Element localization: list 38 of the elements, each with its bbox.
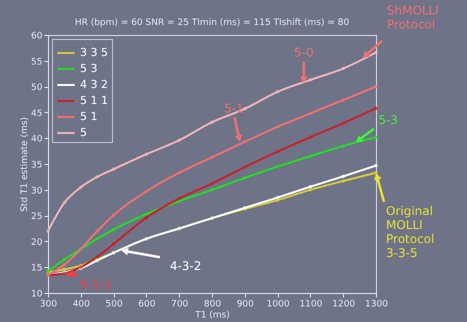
chart-title: HR (bpm) = 60 SNR = 25 TImin (ms) = 115 TIshift (ms) = 80 [74,18,350,28]
x-tick-label: 700 [171,300,189,310]
annotation: 5-0 [294,45,314,60]
x-tick-label: 1300 [365,300,388,310]
y-tick-label: 40 [31,134,43,145]
y-tick-label: 55 [31,57,42,68]
legend-label: 5 3 [80,62,98,75]
y-tick-label: 25 [31,212,42,222]
x-tick-label: 1000 [266,300,290,310]
x-tick-label: 1100 [299,300,323,310]
x-tick-label: 500 [106,300,123,310]
legend-label: 5 1 1 [80,94,108,107]
annotation: ShMOLLI Protocol [386,4,439,32]
legend-label: 3 3 5 [80,46,108,59]
annotation: 5-1-1 [80,277,112,292]
legend-label: 5 [80,126,87,139]
y-tick-label: 35 [31,160,42,170]
y-tick-label: 60 [31,32,43,42]
legend-label: 5 1 [80,110,98,123]
legend-label: 4 3 2 [80,78,108,91]
x-tick-label: 600 [138,300,156,310]
annotation: 5-3 [378,112,398,127]
x-tick-label: 300 [40,300,58,310]
annotation: 4-3-2 [170,259,202,274]
y-tick-label: 10 [31,290,43,300]
x-tick-label: 1200 [332,300,356,310]
y-tick-label: 50 [31,83,43,94]
y-axis-title: Std T1 estimate (ms) [20,117,30,212]
x-axis-title: T1 (ms) [194,310,230,320]
y-tick-label: 45 [31,108,42,119]
y-tick-label: 20 [31,238,43,248]
y-tick-label: 30 [31,186,43,196]
x-tick-label: 900 [236,300,254,310]
y-tick-label: 15 [31,264,42,274]
annotation: Original MOLLI Protocol 3-3-5 [386,204,434,260]
annotation: 5-1 [224,101,244,116]
x-tick-label: 800 [204,300,222,310]
x-tick-label: 400 [72,300,90,310]
